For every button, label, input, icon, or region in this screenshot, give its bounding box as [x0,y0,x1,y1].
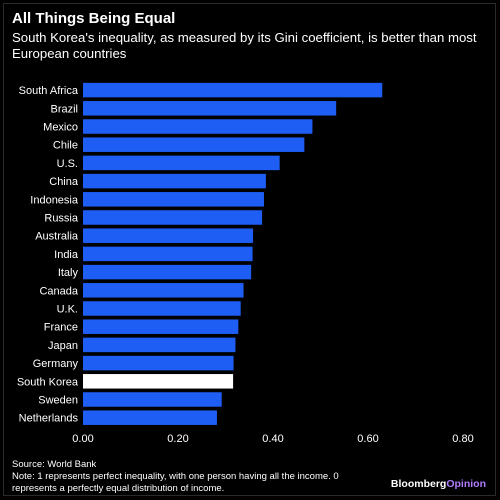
bloomberg-opinion-logo: BloombergOpinion [391,478,486,490]
category-label-india: India [54,249,79,261]
chart-frame [3,3,496,496]
category-label-germany: Germany [33,358,79,370]
category-label-netherlands: Netherlands [19,413,79,425]
x-tick-label: 0.00 [72,433,93,445]
chart-footer: Source: World Bank Note: 1 represents pe… [12,459,392,495]
category-label-china: China [49,176,79,188]
category-label-italy: Italy [58,267,79,279]
note-line-2: represents a perfectly equal distributio… [12,483,225,494]
bar-mexico [83,119,313,134]
bar-south-africa [83,82,383,98]
x-tick-label: 0.80 [452,433,473,445]
bar-china [83,173,266,189]
bar-australia [83,228,254,243]
bar-russia [83,210,263,225]
x-tick-label: 0.40 [262,433,283,445]
category-label-u-k: U.K. [57,304,78,316]
bar-germany [83,355,234,371]
category-label-south-korea: South Korea [17,376,79,388]
category-label-brazil: Brazil [50,103,78,115]
category-label-sweden: Sweden [38,395,78,407]
source-note: Source: World Bank [12,459,97,470]
category-label-russia: Russia [44,213,79,225]
category-label-indonesia: Indonesia [30,194,79,206]
bar-chile [83,137,305,152]
bar-netherlands [83,410,217,425]
bar-indonesia [83,192,264,207]
chart-subtitle: South Korea's inequality, as measured by… [12,30,477,61]
category-label-japan: Japan [48,340,78,352]
bar-india [83,246,253,262]
x-tick-label: 0.20 [167,433,188,445]
bar-italy [83,264,252,280]
bar-south-korea [83,374,234,389]
category-label-south-africa: South Africa [19,85,79,97]
note-line-1: Note: 1 represents perfect inequality, w… [12,471,339,482]
bar-brazil [83,101,337,116]
category-label-mexico: Mexico [43,122,78,134]
bar-japan [83,337,236,353]
bar-u-s [83,155,280,171]
x-tick-label: 0.60 [357,433,378,445]
category-label-france: France [44,322,78,334]
category-label-canada: Canada [39,285,78,297]
brand-part-1: Bloomberg [390,478,447,490]
category-label-u-s: U.S. [57,158,78,170]
chart-title: All Things Being Equal [12,10,176,27]
category-label-chile: Chile [53,140,78,152]
bar-canada [83,283,244,298]
category-label-australia: Australia [35,231,79,243]
brand-part-2: Opinion [446,478,486,490]
bar-sweden [83,392,222,407]
bar-france [83,319,239,334]
bar-u-k [83,301,241,316]
